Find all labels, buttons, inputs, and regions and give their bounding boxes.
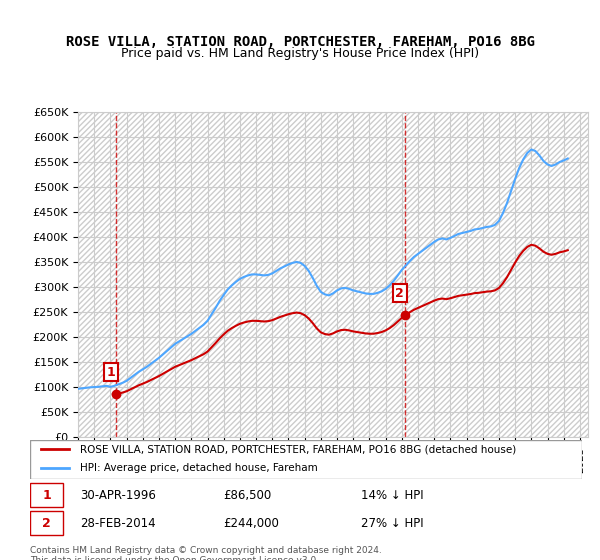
Text: 27% ↓ HPI: 27% ↓ HPI (361, 516, 424, 530)
Text: 14% ↓ HPI: 14% ↓ HPI (361, 488, 424, 502)
Text: £86,500: £86,500 (223, 488, 271, 502)
Text: Contains HM Land Registry data © Crown copyright and database right 2024.
This d: Contains HM Land Registry data © Crown c… (30, 546, 382, 560)
Text: 2: 2 (395, 287, 404, 300)
Text: 2: 2 (42, 516, 51, 530)
FancyBboxPatch shape (30, 511, 63, 535)
Text: HPI: Average price, detached house, Fareham: HPI: Average price, detached house, Fare… (80, 463, 317, 473)
Text: 30-APR-1996: 30-APR-1996 (80, 488, 155, 502)
Text: ROSE VILLA, STATION ROAD, PORTCHESTER, FAREHAM, PO16 8BG: ROSE VILLA, STATION ROAD, PORTCHESTER, F… (65, 35, 535, 49)
FancyBboxPatch shape (30, 483, 63, 507)
Text: ROSE VILLA, STATION ROAD, PORTCHESTER, FAREHAM, PO16 8BG (detached house): ROSE VILLA, STATION ROAD, PORTCHESTER, F… (80, 445, 516, 454)
Text: 1: 1 (106, 366, 115, 379)
FancyBboxPatch shape (30, 440, 582, 479)
Text: Price paid vs. HM Land Registry's House Price Index (HPI): Price paid vs. HM Land Registry's House … (121, 46, 479, 60)
Text: 1: 1 (42, 488, 51, 502)
Text: 28-FEB-2014: 28-FEB-2014 (80, 516, 155, 530)
Text: £244,000: £244,000 (223, 516, 279, 530)
